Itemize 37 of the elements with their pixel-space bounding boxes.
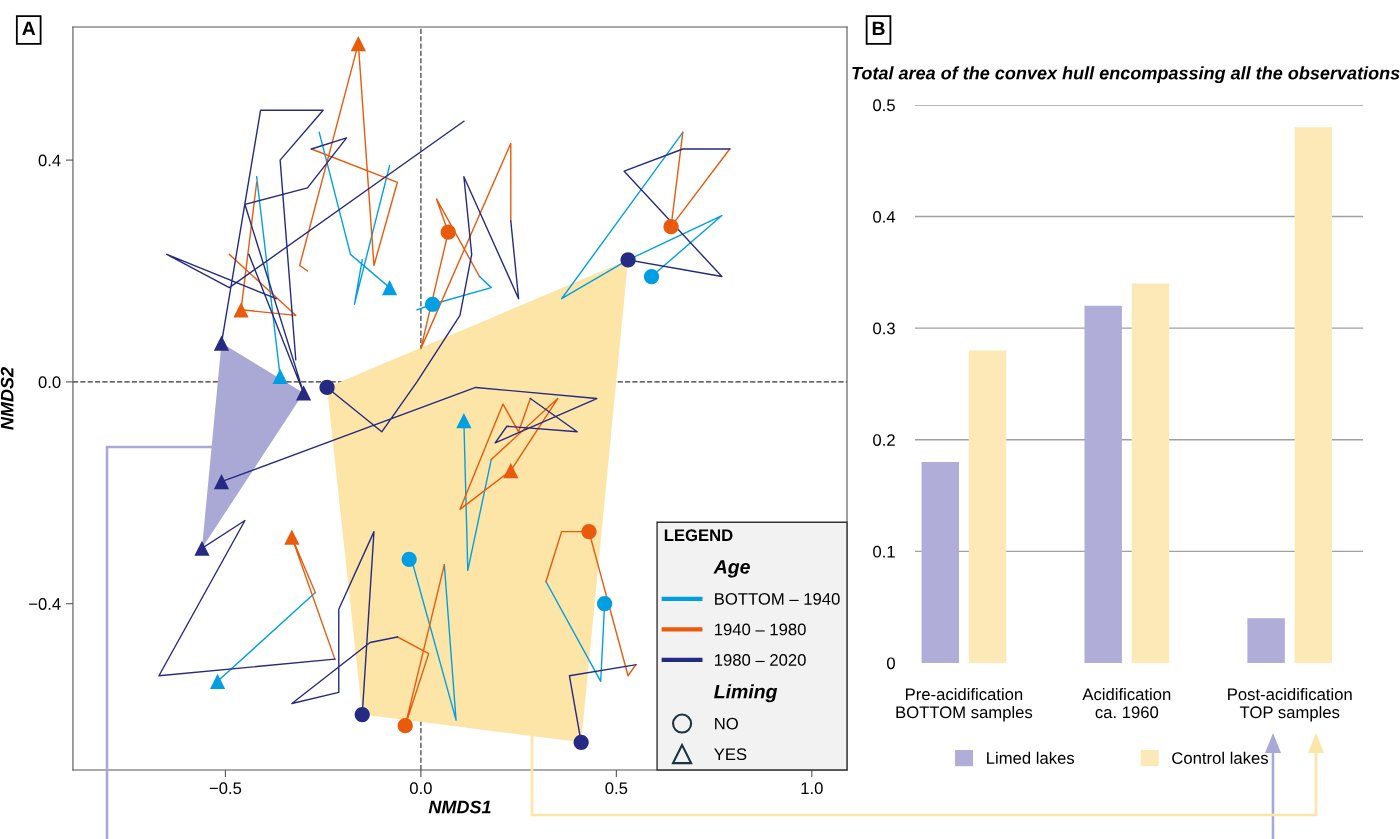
annotation: NO (715, 717, 738, 730)
annotation: YES (714, 748, 747, 761)
x-tick-label: Pre-acidification BOTTOM samples (896, 687, 1033, 722)
bar (968, 350, 1007, 663)
y-tick-label: 0.5 (873, 99, 895, 112)
x-tick-label: 1.0 (801, 782, 823, 795)
x-axis-title: NMDS1 (428, 800, 491, 814)
bar (1247, 618, 1285, 663)
x-tick-label: −0.5 (209, 782, 242, 795)
y-axis-title: NMDS2 (0, 367, 14, 430)
x-tick-label: 0.0 (409, 782, 432, 795)
y-tick-label: −0.4 (29, 598, 61, 610)
annotation: Age (713, 560, 750, 578)
y-tick-label: 0 (886, 657, 895, 670)
legend-label: Control lakes (1172, 751, 1268, 764)
legend-label: 1980 – 2020 (715, 654, 806, 666)
x-tick-label: Acidification ca. 1960 (1082, 687, 1171, 719)
x-tick-label: 0.5 (605, 782, 628, 795)
y-tick-label: 0.2 (873, 434, 895, 446)
annotation: Liming (714, 684, 778, 703)
legend-label: 1940 – 1980 (715, 623, 806, 636)
legend-title: LEGEND (664, 529, 733, 542)
legend-label: BOTTOM – 1940 (715, 593, 840, 605)
y-tick-label: 0.3 (873, 322, 895, 335)
chart-title: A (22, 21, 36, 36)
y-tick-label: 0.1 (873, 545, 895, 558)
bar (921, 462, 960, 663)
bar (1294, 127, 1333, 663)
legend-label: Limed lakes (987, 751, 1075, 764)
y-tick-label: 0.4 (38, 154, 61, 167)
bar (1084, 305, 1122, 663)
y-tick-label: 0.0 (38, 376, 61, 389)
bar (1131, 283, 1170, 663)
chart-subtitle: Total area of the convex hull encompassing all the observations (852, 66, 1400, 84)
chart-title: B (872, 21, 885, 36)
x-tick-label: Post-acidification TOP samples (1228, 687, 1352, 722)
y-tick-label: 0.4 (873, 210, 896, 223)
